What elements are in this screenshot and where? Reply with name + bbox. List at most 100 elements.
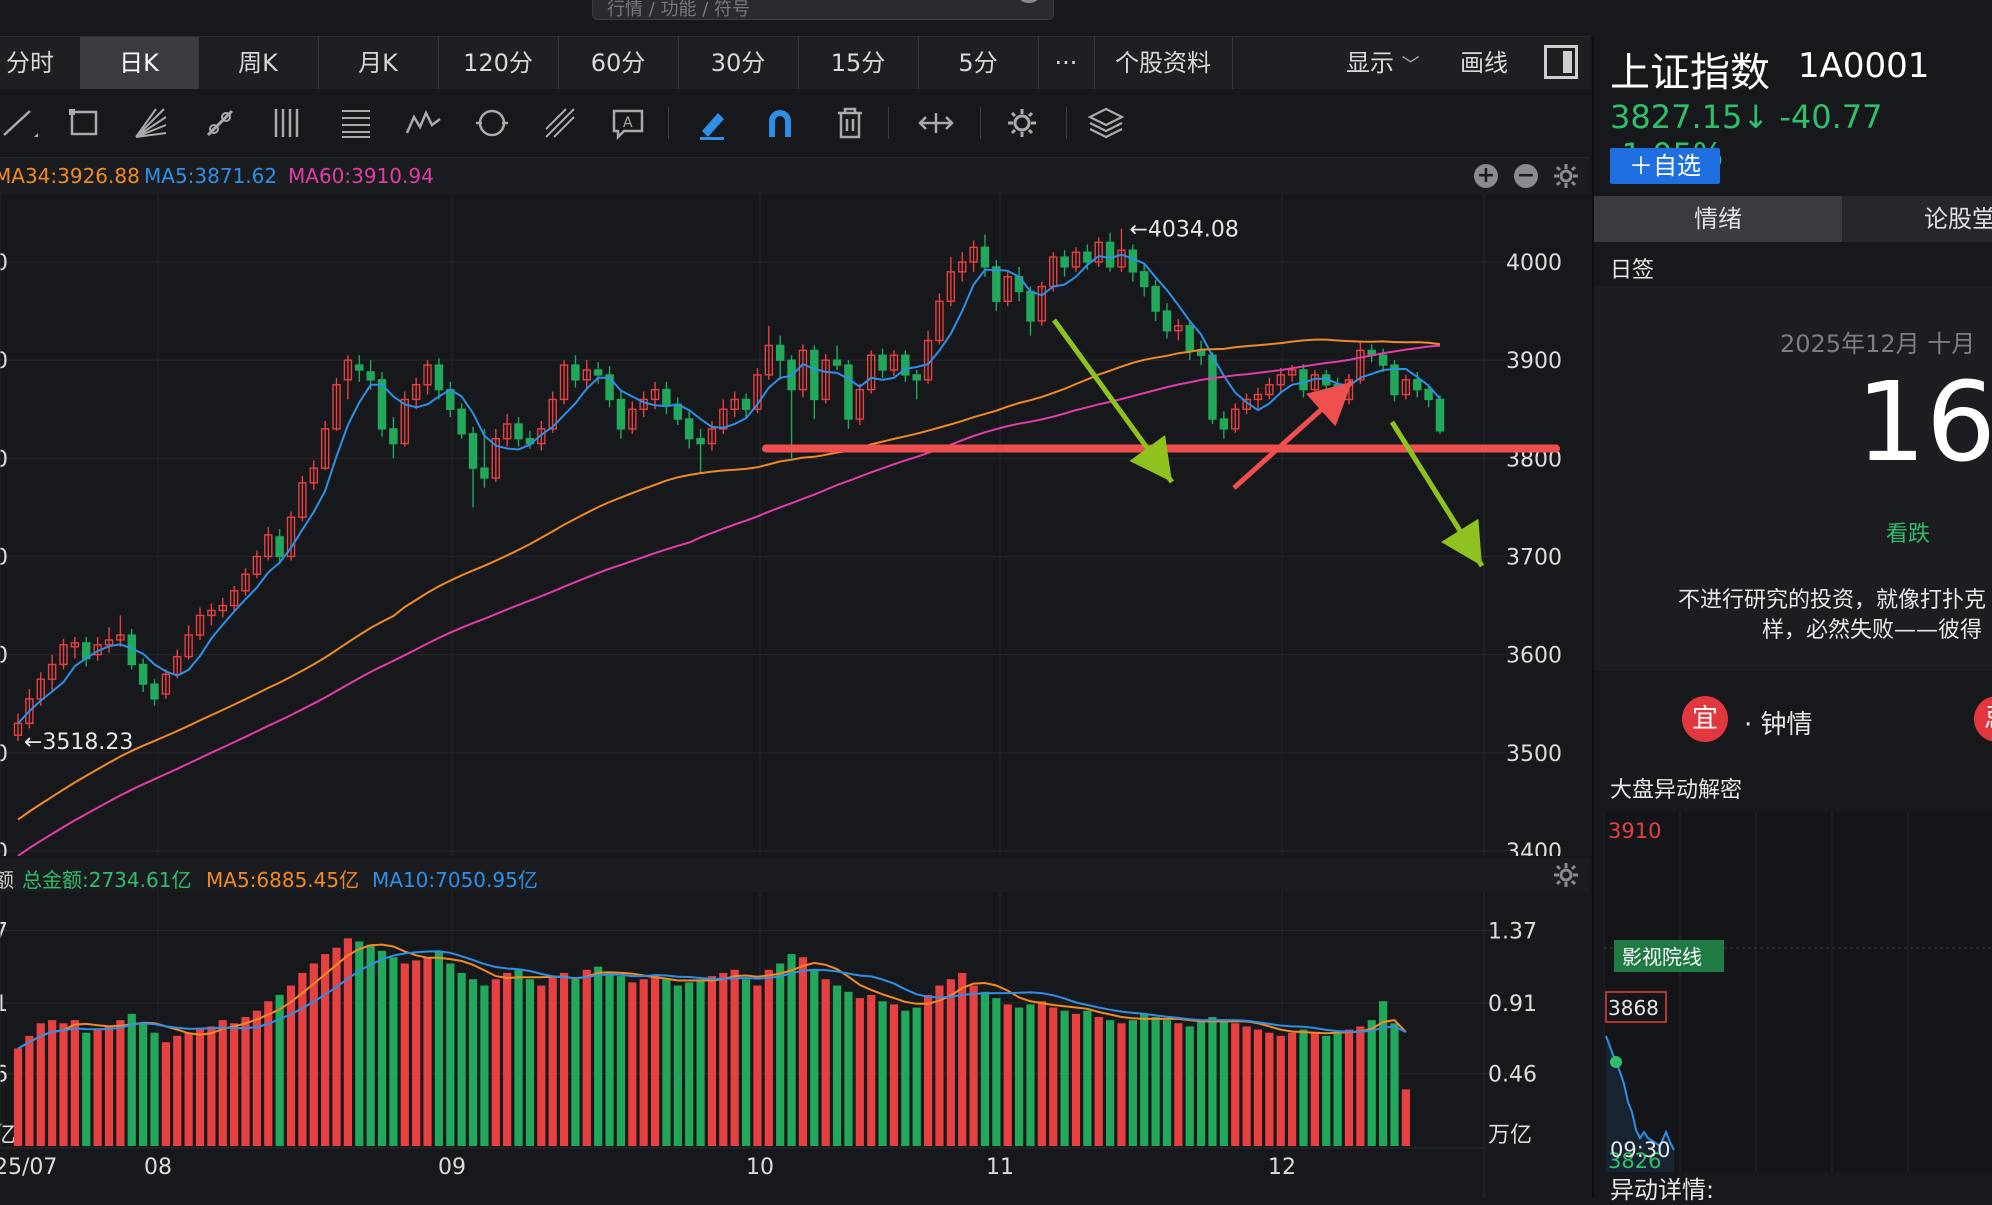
zoom-out-icon[interactable]: − bbox=[1514, 164, 1538, 188]
panel-toggle-icon[interactable] bbox=[1544, 45, 1578, 79]
candle-down bbox=[1185, 325, 1194, 352]
low-annotation: ←3518.23 bbox=[24, 730, 133, 755]
volume-left-tick: 6 bbox=[0, 1063, 8, 1088]
add-watchlist-button[interactable]: ＋自选 bbox=[1610, 148, 1720, 184]
volume-bar bbox=[946, 979, 955, 1146]
volume-bar bbox=[1367, 1020, 1376, 1146]
candle-down bbox=[684, 418, 694, 440]
candle-up bbox=[946, 271, 956, 302]
volume-bar bbox=[992, 998, 1001, 1146]
down-arrow-2 bbox=[1389, 420, 1485, 568]
zoom-in-icon[interactable]: + bbox=[1474, 164, 1498, 188]
candle-down bbox=[150, 683, 159, 700]
draw-line-button[interactable]: 画线 bbox=[1460, 49, 1508, 77]
volume-bar bbox=[753, 985, 762, 1146]
volume-bar bbox=[1014, 1007, 1024, 1146]
volume-bar bbox=[377, 950, 387, 1146]
side-tabs: 情绪 论股堂 bbox=[1594, 196, 1992, 242]
volume-bar bbox=[764, 969, 773, 1146]
candle-up bbox=[241, 573, 250, 592]
rectangle-tool-icon[interactable] bbox=[64, 103, 104, 143]
tab-daily-k[interactable]: 日K bbox=[80, 37, 199, 89]
volume-bar bbox=[1106, 1020, 1115, 1146]
vol-ma5-legend: MA5:6885.45亿 bbox=[206, 868, 360, 892]
candle-down bbox=[571, 364, 580, 381]
candle-down bbox=[1060, 256, 1069, 268]
candle-up bbox=[730, 398, 739, 410]
tab-intraday[interactable]: 分时 bbox=[0, 37, 81, 89]
candle-down bbox=[775, 344, 785, 361]
tab-monthly-k[interactable]: 月K bbox=[318, 37, 439, 89]
ma60-legend: MA60:3910.94 bbox=[288, 164, 434, 188]
text-annotation-icon[interactable]: A bbox=[608, 103, 648, 143]
settings-icon[interactable] bbox=[1002, 103, 1042, 143]
volume-bar bbox=[1037, 1001, 1046, 1146]
left-tick-label: 0 bbox=[0, 349, 8, 374]
candle-up bbox=[218, 604, 227, 612]
volume-bar bbox=[184, 1032, 193, 1146]
fan-tool-icon[interactable] bbox=[130, 103, 170, 143]
tag-badge[interactable] bbox=[1614, 940, 1724, 972]
volume-bar bbox=[1197, 1020, 1206, 1146]
volume-bar bbox=[25, 1035, 34, 1146]
date-axis-label: 09 bbox=[438, 1155, 466, 1180]
fib-text-icon[interactable] bbox=[336, 103, 376, 143]
chart-settings-icon[interactable] bbox=[1552, 162, 1580, 190]
search-icon[interactable] bbox=[1015, 0, 1043, 3]
display-dropdown[interactable]: 显示 ﹀ bbox=[1346, 37, 1420, 89]
volume-bar bbox=[548, 976, 557, 1146]
volume-bar bbox=[810, 969, 819, 1146]
volume-bar bbox=[707, 976, 717, 1146]
volume-bar bbox=[1299, 1029, 1308, 1146]
ma34-line bbox=[17, 338, 1441, 821]
volume-chart[interactable]: 1.37 7 0.91 1 0.46 6 万亿 亿 25/07 08 09 10 11 12 bbox=[0, 892, 1590, 1198]
volume-bar bbox=[969, 985, 978, 1146]
volume-bar bbox=[173, 1035, 182, 1146]
more-periods-button[interactable]: ··· bbox=[1038, 37, 1095, 89]
marker-icon[interactable] bbox=[692, 103, 732, 143]
tab-stock-profile[interactable]: 个股资料 bbox=[1094, 37, 1233, 89]
candle-down bbox=[980, 246, 990, 268]
line-tool-icon[interactable] bbox=[0, 103, 40, 143]
brush-tool-icon[interactable] bbox=[200, 103, 240, 143]
volume-bar bbox=[1140, 1013, 1149, 1146]
candle-up bbox=[47, 663, 57, 680]
tab-120min[interactable]: 120分 bbox=[438, 37, 559, 89]
cycle-icon[interactable] bbox=[472, 103, 512, 143]
candlestick-chart[interactable]: 40003900380037003600350034000000000←4034… bbox=[0, 194, 1590, 856]
tab-15min[interactable]: 15分 bbox=[798, 37, 919, 89]
layers-icon[interactable] bbox=[1086, 103, 1126, 143]
candle-up bbox=[639, 398, 648, 410]
daily-card: 2025年12月 十月 16 看跌 不进行研究的投资，就像打扑克 样，必然失败—… bbox=[1594, 286, 1992, 671]
vertical-lines-icon[interactable] bbox=[268, 103, 308, 143]
search-input[interactable]: 行情 / 功能 / 符号 bbox=[592, 0, 1054, 20]
wave-icon[interactable] bbox=[404, 103, 444, 143]
volume-bar bbox=[1242, 1026, 1251, 1146]
magnet-icon[interactable] bbox=[760, 103, 800, 143]
mini-top-label: 3910 bbox=[1608, 819, 1661, 843]
price-tick-label: 3500 bbox=[1506, 742, 1562, 767]
tab-forum[interactable]: 论股堂 bbox=[1924, 205, 1992, 233]
volume-settings-icon[interactable] bbox=[1552, 861, 1580, 889]
volume-bar bbox=[207, 1026, 216, 1146]
candle-up bbox=[104, 639, 114, 646]
pitchfork-icon[interactable] bbox=[540, 103, 580, 143]
vol-ma10-line bbox=[17, 950, 1407, 1050]
tab-weekly-k[interactable]: 周K bbox=[198, 37, 319, 89]
volume-bar bbox=[218, 1020, 227, 1146]
volume-bar bbox=[616, 976, 626, 1146]
tab-30min[interactable]: 30分 bbox=[678, 37, 799, 89]
intraday-mini-chart[interactable]: 3910 影视院线 3868 3826 bbox=[1604, 812, 1992, 1172]
candle-down bbox=[1105, 241, 1115, 268]
volume-bar bbox=[1265, 1032, 1274, 1146]
total-amount-legend: 总金额:2734.61亿 bbox=[22, 868, 192, 892]
candle-up bbox=[320, 428, 330, 469]
measure-icon[interactable] bbox=[916, 103, 956, 143]
volume-bar bbox=[127, 1013, 136, 1146]
price-tick-label: 3600 bbox=[1506, 644, 1562, 669]
trash-icon[interactable] bbox=[830, 103, 870, 143]
tab-5min[interactable]: 5分 bbox=[918, 37, 1039, 89]
tab-sentiment[interactable]: 情绪 bbox=[1594, 196, 1842, 242]
up-arrow bbox=[1232, 380, 1354, 490]
tab-60min[interactable]: 60分 bbox=[558, 37, 679, 89]
